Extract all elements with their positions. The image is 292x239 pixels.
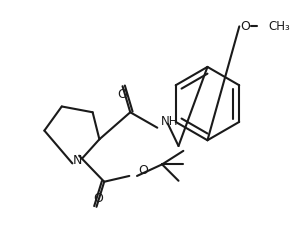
Text: CH₃: CH₃ [268, 20, 290, 33]
Text: O: O [240, 20, 250, 33]
Text: NH: NH [161, 115, 179, 128]
Text: O: O [93, 192, 103, 205]
Text: O: O [138, 164, 148, 177]
Text: N: N [72, 154, 82, 167]
Text: O: O [118, 88, 128, 101]
